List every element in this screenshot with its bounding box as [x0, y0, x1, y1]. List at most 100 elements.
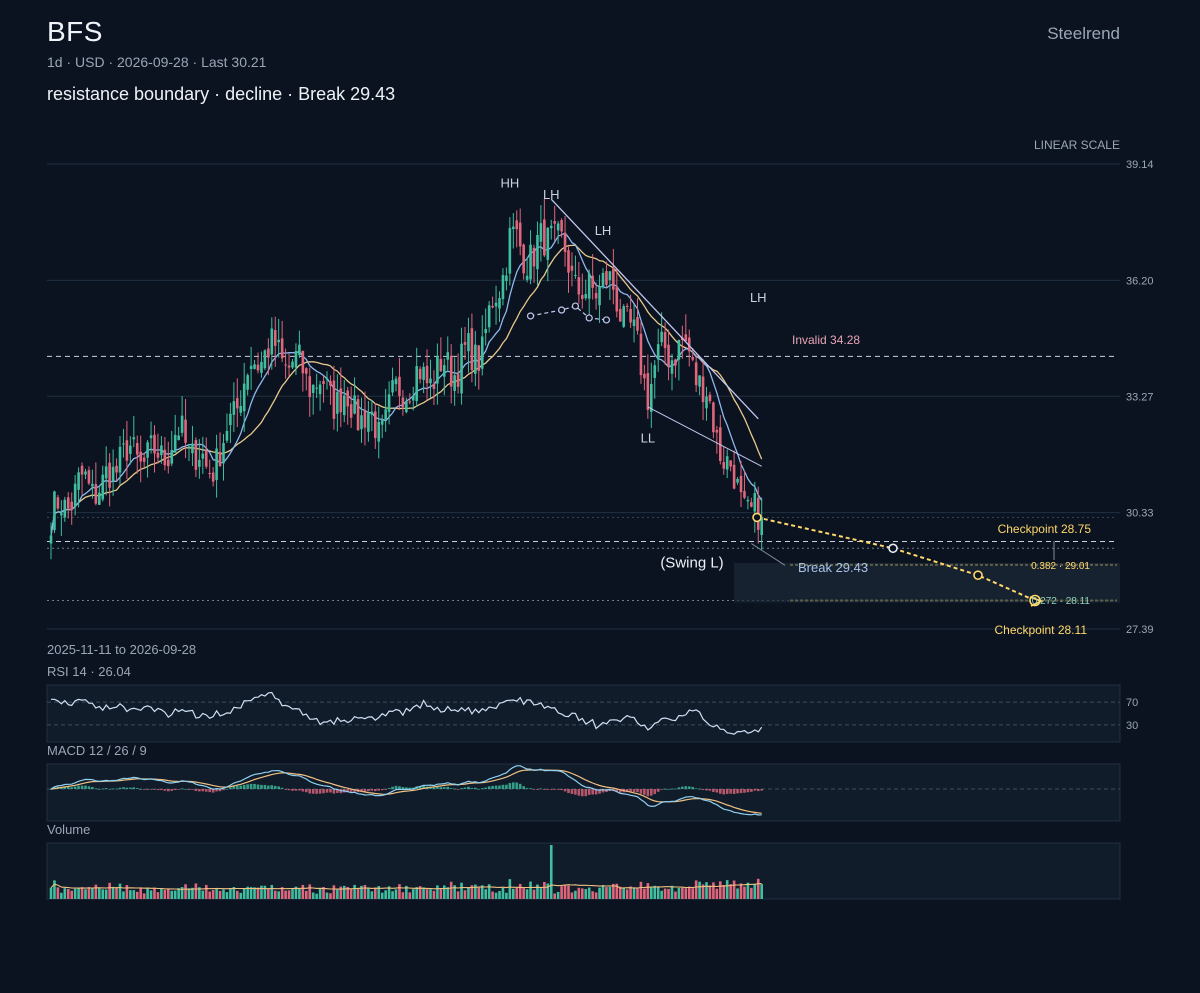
candle	[594, 282, 598, 310]
candle-body	[560, 220, 563, 232]
macd-histogram-bar	[512, 782, 515, 789]
candle	[377, 406, 381, 459]
candle-body	[549, 225, 553, 229]
candle	[260, 351, 263, 378]
macd-histogram-bar	[536, 789, 539, 790]
candle	[363, 391, 367, 446]
volume-bar	[411, 889, 415, 899]
macd-histogram-bar	[211, 789, 215, 793]
candle-body	[515, 220, 519, 230]
macd-histogram-bar	[477, 788, 481, 790]
candle	[494, 285, 498, 325]
candle	[439, 337, 443, 373]
candle-body	[463, 342, 467, 345]
candle	[346, 386, 349, 425]
chart-subtitle: resistance boundary · decline · Break 29…	[47, 84, 396, 104]
macd-histogram-bar	[66, 786, 70, 789]
candle-body	[294, 351, 298, 368]
macd-histogram-bar	[677, 787, 681, 789]
macd-histogram-bar	[484, 787, 487, 789]
candle-body	[394, 378, 398, 385]
volume-bar	[705, 882, 708, 899]
volume-bar	[715, 888, 719, 899]
volume-bar	[739, 883, 743, 899]
candle	[518, 208, 522, 256]
volume-bar	[684, 888, 688, 899]
candle-body	[277, 339, 280, 343]
volume-bar	[667, 888, 670, 899]
candle	[198, 439, 201, 479]
candle-body	[229, 413, 232, 426]
macd-histogram-bar	[570, 789, 574, 794]
candle-body	[211, 472, 215, 482]
candle	[687, 329, 691, 367]
candle	[491, 296, 494, 309]
candle	[660, 312, 663, 347]
macd-histogram-bar	[349, 789, 353, 793]
volume-bar	[691, 888, 694, 899]
candle-body	[601, 272, 605, 288]
macd-histogram-bar	[684, 786, 688, 789]
candle-body	[60, 513, 63, 516]
candle	[470, 313, 474, 383]
macd-histogram-bar	[529, 788, 532, 790]
candle	[339, 367, 343, 428]
candle-body	[501, 275, 505, 300]
macd-histogram-bar	[177, 789, 180, 790]
macd-histogram-bar	[411, 787, 415, 789]
candle-body	[725, 456, 729, 470]
macd-histogram-bar	[574, 789, 577, 795]
candle-body	[622, 306, 625, 327]
volume-bar	[236, 890, 239, 899]
macd-histogram-bar	[436, 786, 439, 789]
macd-histogram-bar	[563, 789, 567, 792]
volume-bar	[263, 885, 267, 899]
candle	[173, 414, 177, 453]
candle-body	[132, 437, 136, 440]
volume-bar	[656, 886, 660, 899]
macd-histogram-bar	[443, 787, 446, 789]
candle	[225, 413, 229, 444]
macd-histogram-bar	[191, 789, 194, 790]
volume-bar	[80, 887, 84, 899]
candle	[425, 349, 429, 401]
volume-bar	[750, 887, 753, 899]
candle-body	[325, 378, 329, 380]
candle-body	[663, 332, 667, 349]
macd-histogram-bar	[246, 784, 249, 789]
candle-body	[73, 483, 77, 507]
candle	[325, 371, 329, 390]
candle-body	[146, 442, 149, 458]
volume-bar	[674, 891, 677, 899]
volume-bar	[460, 882, 463, 899]
swing-marker	[585, 314, 593, 322]
volume-bar	[139, 888, 142, 899]
volume-bar	[308, 884, 312, 899]
candle-body	[349, 404, 353, 418]
candle-body	[719, 427, 722, 461]
volume-bar	[446, 887, 450, 899]
candle	[563, 215, 567, 267]
volume-bar	[253, 887, 256, 899]
volume-bar	[629, 886, 632, 899]
macd-histogram-bar	[449, 788, 453, 789]
candle-body	[56, 497, 60, 509]
candle-body	[618, 309, 622, 322]
volume-bar	[256, 887, 260, 899]
macd-histogram-bar	[163, 789, 167, 791]
candle	[515, 210, 519, 248]
macd-histogram-bar	[746, 789, 750, 793]
volume-bar	[594, 892, 598, 899]
volume-bar	[215, 887, 218, 899]
volume-bar	[743, 886, 746, 899]
candle	[556, 221, 560, 244]
volume-bar	[208, 891, 211, 899]
macd-histogram-bar	[267, 785, 270, 789]
price-labels: Invalid 34.28 Break 29.43 Checkpoint 28.75…	[792, 333, 1091, 637]
macd-histogram-bar	[715, 789, 719, 793]
candle-body	[487, 305, 491, 328]
candle	[615, 268, 619, 318]
volume-bar	[305, 890, 308, 899]
volume-bar	[211, 889, 215, 899]
volume-bar	[663, 888, 667, 899]
